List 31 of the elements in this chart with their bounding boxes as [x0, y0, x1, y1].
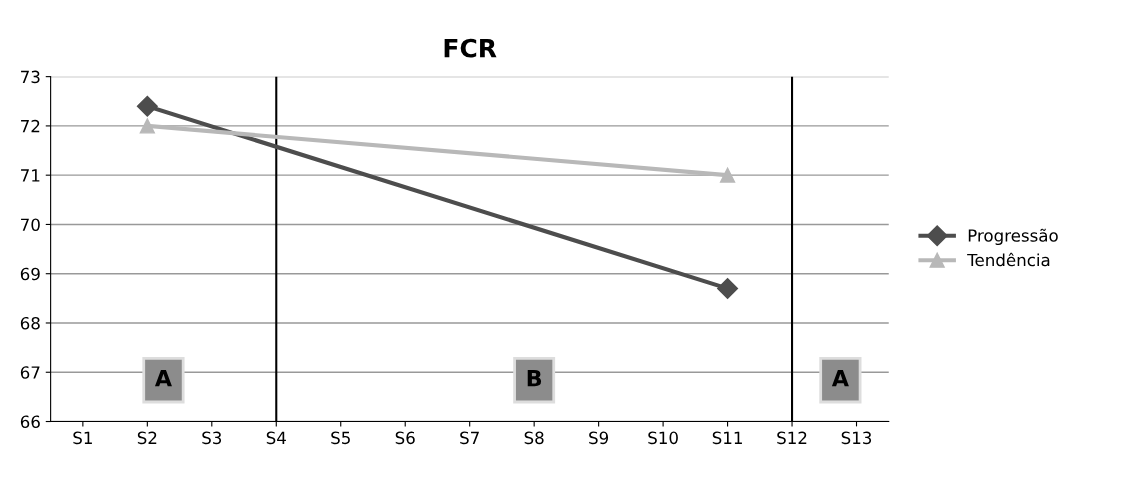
- annotation: B: [527, 370, 542, 387]
- y-tick-label: 72: [21, 119, 40, 133]
- point: [717, 277, 739, 300]
- y-tick-label: 66: [20, 415, 40, 429]
- x-tick-label: S6: [395, 431, 415, 445]
- x-tick-label: S9: [589, 431, 609, 445]
- y-tick-label: 67: [20, 366, 40, 379]
- chart-title: FCR: [444, 38, 497, 58]
- point: [719, 167, 736, 183]
- y-tick-label: 70: [21, 218, 40, 232]
- x-tick-label: S11: [712, 431, 742, 445]
- x-tick-label: S1: [73, 431, 92, 445]
- y-tick-label: 71: [21, 169, 40, 182]
- x-tick-label: S3: [202, 431, 222, 445]
- x-tick-label: S10: [648, 431, 678, 445]
- y-tick-label: 69: [20, 267, 40, 281]
- x-tick-label: S2: [137, 431, 157, 445]
- x-tick-label: S7: [460, 431, 479, 445]
- y-tick-label: 68: [20, 316, 40, 330]
- x-tick-label: S12: [777, 431, 807, 445]
- point: [136, 95, 158, 117]
- point: [139, 118, 155, 134]
- annotation: A: [831, 370, 849, 387]
- x-tick-label: S13: [841, 431, 872, 445]
- y-tick-label: 73: [21, 70, 40, 84]
- legend-label: Progressão: [968, 228, 1058, 246]
- x-tick-label: S8: [524, 431, 544, 445]
- x-tick-label: S4: [266, 431, 286, 445]
- legend-label: Tendência: [967, 252, 1050, 267]
- x-tick-label: S5: [331, 431, 350, 445]
- annotation: A: [154, 370, 172, 387]
